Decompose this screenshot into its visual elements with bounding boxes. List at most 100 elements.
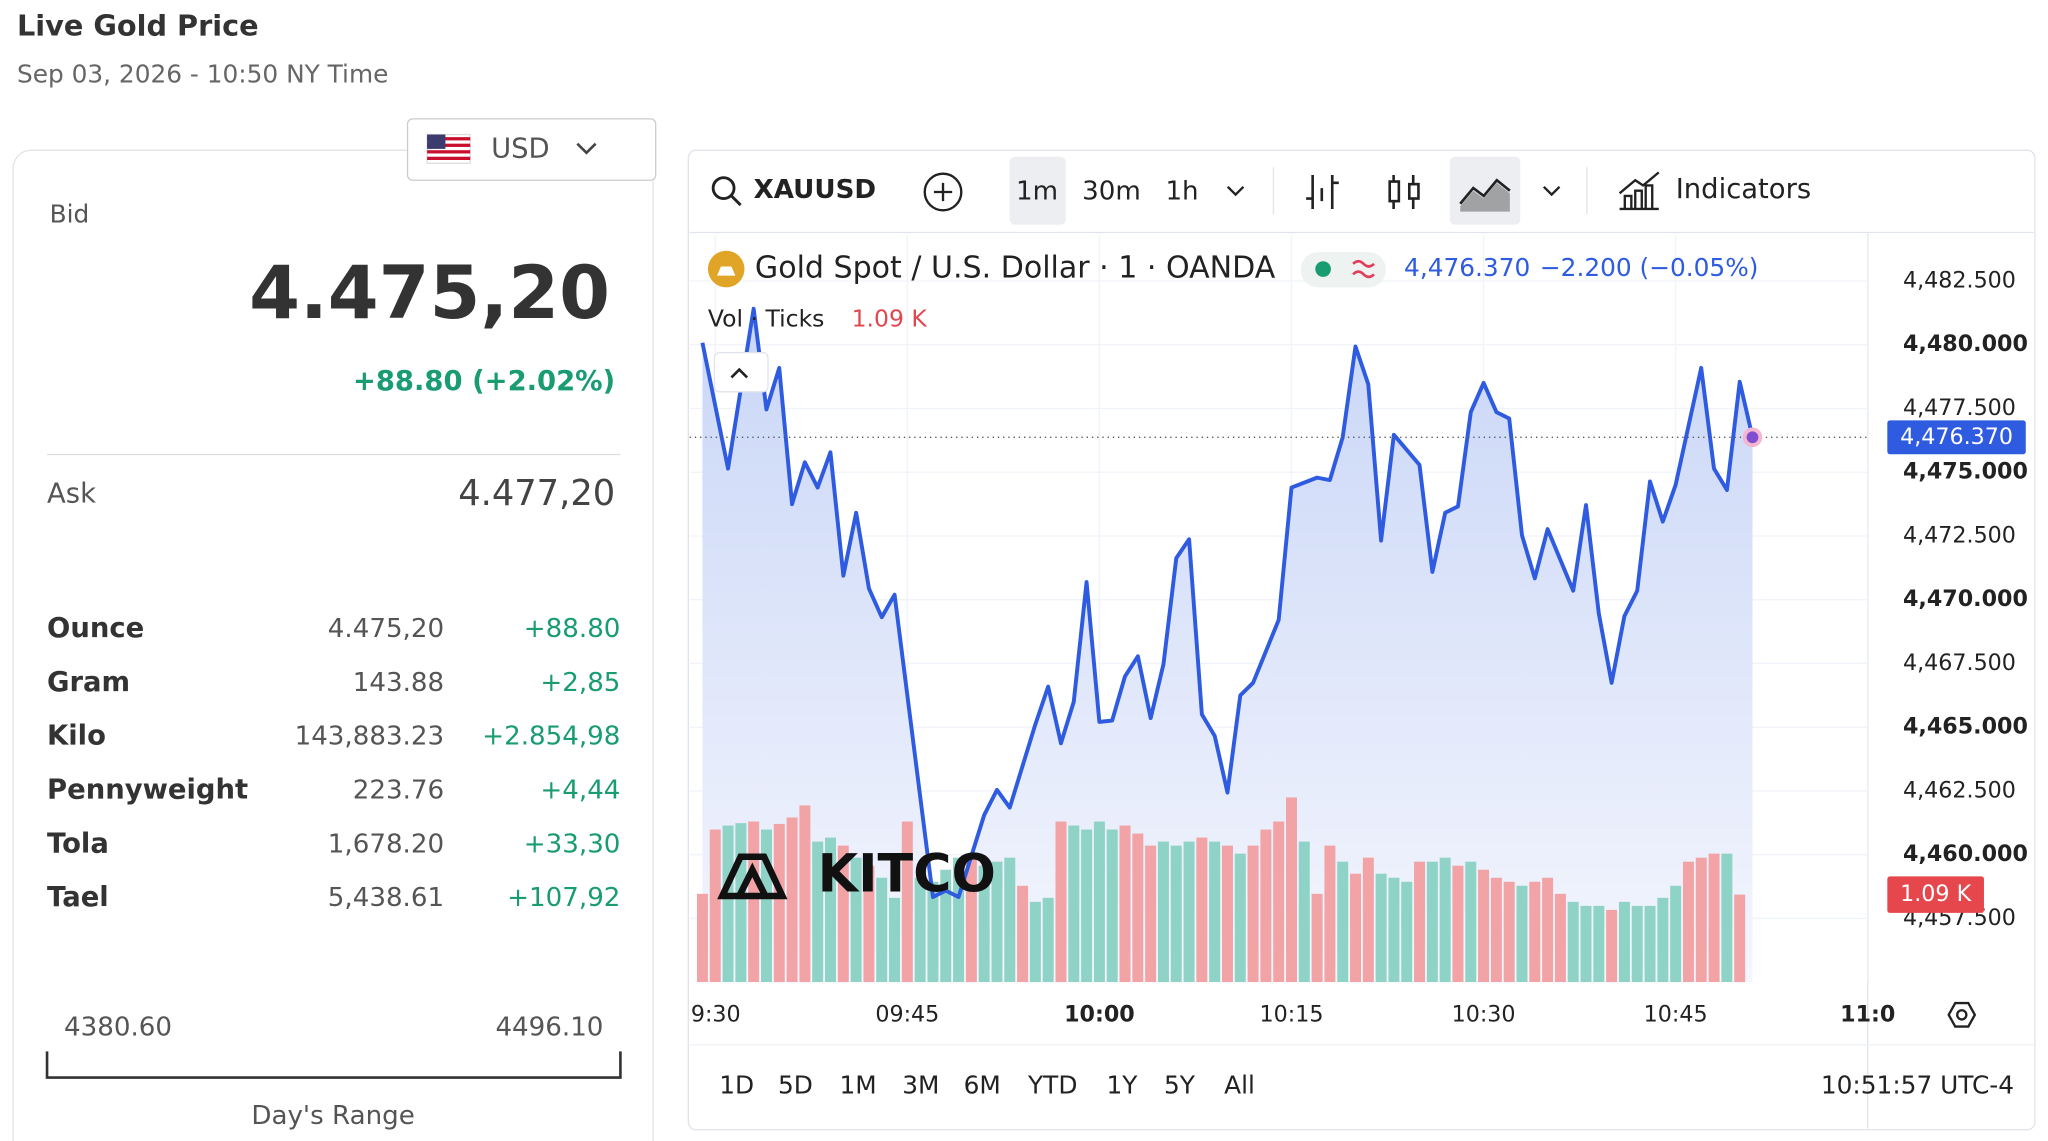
unit-name: Tael xyxy=(47,882,109,913)
interval-button[interactable]: 30m xyxy=(1082,176,1141,206)
volume-bar xyxy=(876,877,888,983)
interval-button[interactable]: 1h xyxy=(1165,176,1198,206)
period-button[interactable]: 1D xyxy=(719,1071,754,1100)
volume-bar xyxy=(1157,841,1169,983)
volume-bar xyxy=(1580,905,1592,983)
chart-type-menu[interactable] xyxy=(1542,185,1561,197)
unit-change: +107,92 xyxy=(507,883,620,913)
y-tick-label: 4,475.000 xyxy=(1903,459,2028,485)
symbol-search[interactable]: XAUUSD xyxy=(711,175,876,207)
period-button[interactable]: 1Y xyxy=(1106,1071,1138,1100)
range-low: 4380.60 xyxy=(64,1012,172,1042)
volume-bar xyxy=(1426,861,1438,983)
volume-bar xyxy=(1503,881,1515,983)
volume-bar xyxy=(1554,893,1566,983)
indicators-button[interactable]: Indicators xyxy=(1676,174,1811,205)
volume-bar xyxy=(1042,897,1054,983)
unit-price: 143.88 xyxy=(353,668,444,698)
unit-price: 4.475,20 xyxy=(328,614,444,644)
range-bar xyxy=(45,1051,622,1079)
x-tick-label: 9:30 xyxy=(691,1001,741,1027)
period-button[interactable]: 5D xyxy=(778,1071,813,1100)
volume-bar xyxy=(1452,865,1464,983)
period-button[interactable]: 3M xyxy=(902,1071,939,1100)
y-tick-label: 4,462.500 xyxy=(1903,777,2016,803)
clock: 10:51:57 UTC-4 xyxy=(1821,1071,2014,1100)
unit-change: +88.80 xyxy=(524,614,621,644)
currency[interactable]: USD xyxy=(491,134,550,165)
volume-badge-label: 1.09 K xyxy=(1900,881,1972,907)
volume-bar xyxy=(1362,857,1374,983)
x-tick-label: 10:45 xyxy=(1644,1001,1708,1027)
volume-bar xyxy=(709,829,721,983)
volume-legend: Vol · Ticks xyxy=(708,304,825,332)
volume-bar xyxy=(1324,845,1336,983)
volume-bar xyxy=(1721,853,1733,983)
period-button[interactable]: All xyxy=(1224,1071,1255,1100)
chart-title: Gold Spot / U.S. Dollar · 1 · OANDA xyxy=(755,251,1276,286)
unit-name: Ounce xyxy=(47,613,144,644)
volume-bar xyxy=(1439,857,1451,983)
volume-bar xyxy=(1029,901,1041,983)
x-tick-label: 10:00 xyxy=(1064,1001,1135,1027)
volume-bar xyxy=(1145,845,1157,983)
bars-button[interactable] xyxy=(1306,175,1339,209)
collapse-icon xyxy=(730,367,749,379)
interval-menu[interactable] xyxy=(1226,185,1245,197)
period-button[interactable]: 5Y xyxy=(1164,1071,1196,1100)
period-button[interactable]: YTD xyxy=(1027,1071,1077,1100)
volume-bar xyxy=(1708,853,1720,983)
volume-bar xyxy=(1068,825,1080,983)
indicators-icon xyxy=(1618,171,1660,211)
candle-icon xyxy=(1407,182,1420,200)
currency-select[interactable]: USD xyxy=(406,118,657,181)
bid-change: +88.80 (+2.02%) xyxy=(353,366,615,397)
volume-bar xyxy=(1388,877,1400,983)
plot-clip xyxy=(689,235,1868,983)
symbol[interactable]: XAUUSD xyxy=(754,175,876,205)
unit-name: Tola xyxy=(47,828,109,859)
settings-button[interactable] xyxy=(1947,1001,1977,1028)
area-icon xyxy=(1460,182,1510,212)
y-tick-label: 4,460.000 xyxy=(1903,841,2028,867)
volume-bar xyxy=(812,841,824,983)
volume-bar xyxy=(1273,821,1285,983)
volume-bar xyxy=(1081,829,1093,983)
plus-icon xyxy=(933,182,953,202)
y-tick-label: 4,470.000 xyxy=(1903,586,2028,612)
chevron xyxy=(576,142,597,155)
page-subtitle: Sep 03, 2026 - 10:50 NY Time xyxy=(17,60,388,89)
x-tick-label: 11:0 xyxy=(1840,1001,1895,1027)
volume-bar xyxy=(914,877,926,983)
volume-bar xyxy=(991,861,1003,983)
volume-bar xyxy=(837,845,849,983)
data-delay-icon xyxy=(1352,259,1375,279)
unit-price: 143,883.23 xyxy=(295,722,445,752)
plot-area: 4,457.5004,460.0004,462.5004,465.0004,46… xyxy=(689,235,2028,1027)
volume-bar xyxy=(863,865,875,983)
watermark-text: KITCO xyxy=(818,845,996,905)
volume-bar xyxy=(722,825,734,983)
unit-price: 1,678.20 xyxy=(328,829,444,859)
volume-bar xyxy=(1209,841,1221,983)
market-open-dot xyxy=(1315,261,1331,277)
volume-bar xyxy=(927,881,939,983)
volume-bar xyxy=(1644,905,1656,983)
volume-bar xyxy=(1196,837,1208,983)
search-icon xyxy=(711,176,736,200)
compare-button[interactable] xyxy=(923,172,963,212)
volume-bar xyxy=(1247,845,1259,983)
unit-change: +2,85 xyxy=(540,668,620,698)
unit-change: +2.854,98 xyxy=(482,722,620,752)
volume-bar xyxy=(965,853,977,983)
period-button[interactable]: 6M xyxy=(964,1071,1001,1100)
volume-bar xyxy=(1670,885,1682,983)
watermark-icon xyxy=(717,853,788,900)
period-button[interactable]: 1M xyxy=(840,1071,877,1100)
volume-bar xyxy=(1004,857,1016,983)
volume-bar xyxy=(1567,901,1579,983)
interval-button[interactable]: 1m xyxy=(1016,176,1058,206)
volume-bar xyxy=(850,857,862,983)
volume-bar xyxy=(978,865,990,983)
